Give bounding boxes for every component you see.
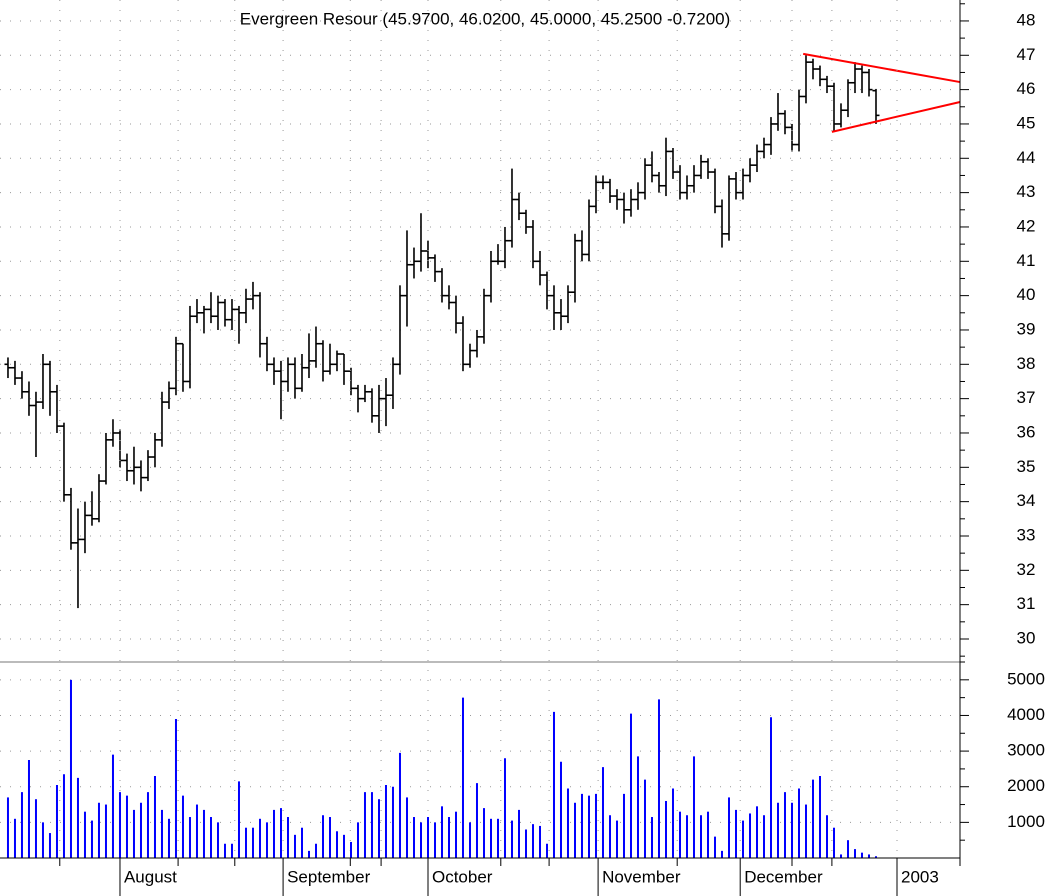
y-tick-label: 37: [1017, 388, 1036, 407]
x-tick-label: December: [744, 867, 823, 886]
y-tick-label: 2000: [1007, 776, 1045, 795]
y-tick-label: 5000: [1007, 669, 1045, 688]
trend-line: [831, 101, 961, 133]
x-tick-label: August: [124, 867, 177, 886]
y-tick-label: 42: [1017, 216, 1036, 235]
y-tick-label: 44: [1017, 148, 1036, 167]
x-tick-label: November: [602, 867, 681, 886]
chart-title: Evergreen Resour (45.9700, 46.0200, 45.0…: [240, 9, 731, 28]
x-tick-label: 2003: [901, 867, 939, 886]
y-tick-label: 31: [1017, 594, 1036, 613]
y-tick-label: 3000: [1007, 741, 1045, 760]
y-tick-label: 48: [1017, 10, 1036, 29]
y-tick-label: 35: [1017, 457, 1036, 476]
x-tick-label: September: [287, 867, 370, 886]
y-tick-label: 41: [1017, 251, 1036, 270]
y-tick-label: 45: [1017, 113, 1036, 132]
y-tick-label: 40: [1017, 285, 1036, 304]
y-tick-label: 47: [1017, 45, 1036, 64]
y-tick-label: 4000: [1007, 705, 1045, 724]
y-tick-label: 36: [1017, 422, 1036, 441]
y-tick-label: 32: [1017, 560, 1036, 579]
y-tick-label: 38: [1017, 354, 1036, 373]
y-tick-label: 30: [1017, 628, 1036, 647]
y-tick-label: 1000: [1007, 812, 1045, 831]
y-tick-label: 39: [1017, 319, 1036, 338]
x-tick-label: October: [432, 867, 493, 886]
y-tick-label: 46: [1017, 79, 1036, 98]
y-tick-label: 33: [1017, 525, 1036, 544]
y-tick-label: 43: [1017, 182, 1036, 201]
y-tick-label: 34: [1017, 491, 1036, 510]
trend-line: [803, 52, 961, 84]
